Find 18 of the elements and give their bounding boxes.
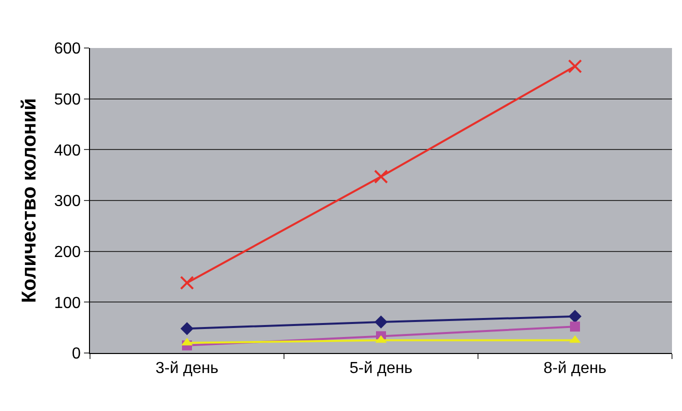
- y-tick-label: 0: [72, 346, 81, 363]
- y-tick-label: 600: [54, 40, 81, 58]
- point: [568, 59, 582, 74]
- y-tick-label: 100: [54, 294, 81, 312]
- point: [374, 170, 388, 184]
- point: [180, 322, 194, 336]
- y-tick-label: 500: [54, 91, 81, 108]
- point: [568, 310, 582, 323]
- y-axis-title: Количество колоний: [18, 98, 41, 303]
- point: [180, 276, 194, 290]
- x-tick-label: 8-й день: [543, 360, 607, 378]
- y-tick-label: 400: [54, 142, 81, 160]
- y-tick-label: 200: [54, 244, 81, 261]
- y-tick-label: 300: [54, 193, 81, 210]
- point: [374, 315, 388, 328]
- point: [570, 322, 580, 332]
- x-tick-label: 3-й день: [155, 360, 219, 378]
- x-tick-label: 5-й день: [349, 360, 413, 378]
